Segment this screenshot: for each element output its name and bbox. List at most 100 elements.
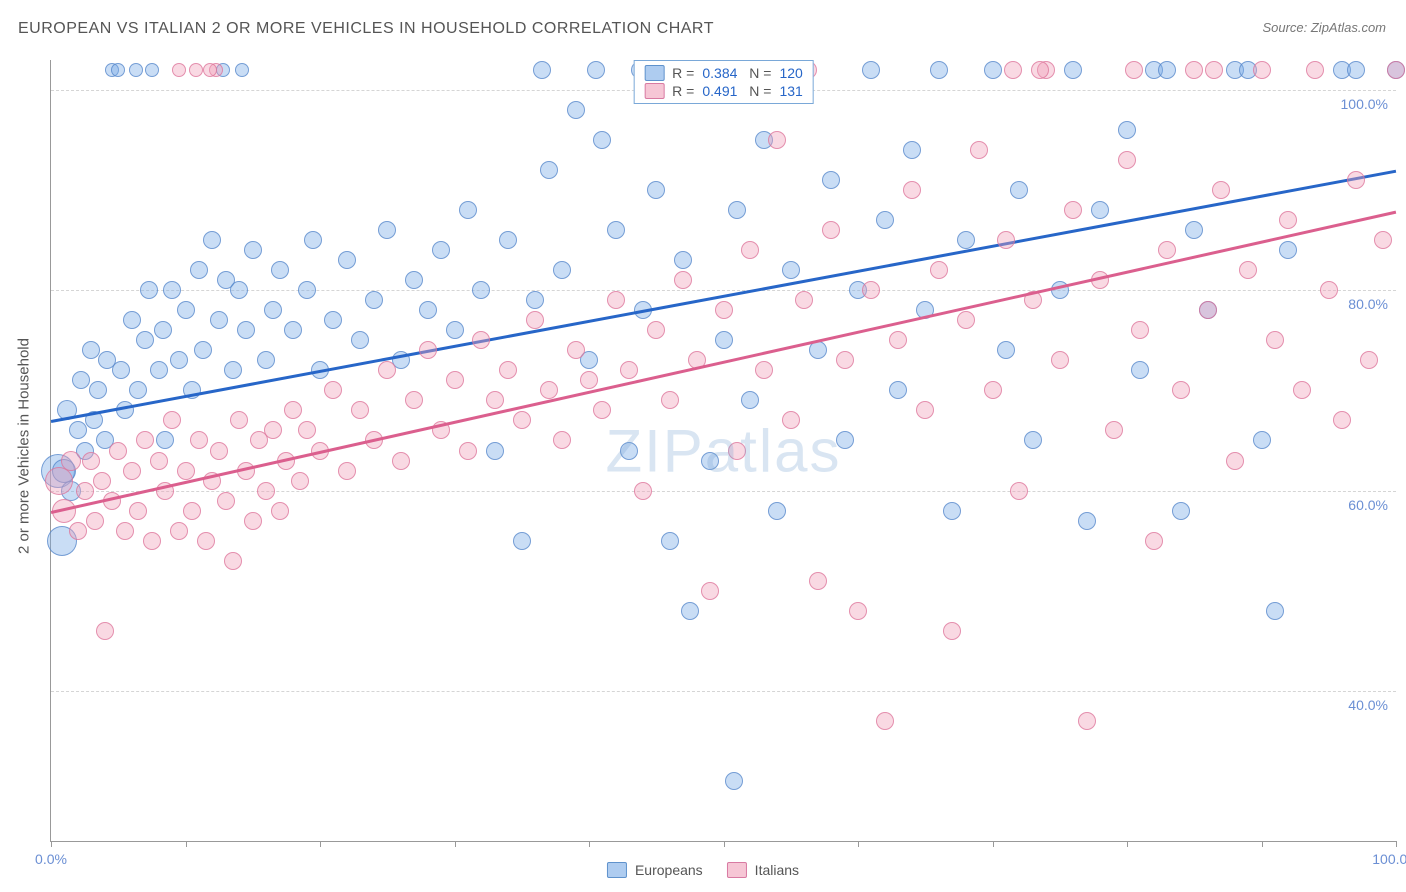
xtick: [1262, 841, 1263, 847]
data-point: [1226, 452, 1244, 470]
data-point: [1185, 61, 1203, 79]
data-point: [580, 371, 598, 389]
data-point: [715, 301, 733, 319]
legend-item-italians: Italians: [727, 862, 799, 878]
xtick: [186, 841, 187, 847]
data-point: [499, 361, 517, 379]
chart-title: EUROPEAN VS ITALIAN 2 OR MORE VEHICLES I…: [18, 20, 714, 38]
data-point: [109, 442, 127, 460]
data-point: [768, 502, 786, 520]
data-point: [459, 201, 477, 219]
xtick: [589, 841, 590, 847]
data-point: [472, 281, 490, 299]
data-point: [725, 772, 743, 790]
xtick: [320, 841, 321, 847]
swatch-blue-icon: [607, 862, 627, 878]
data-point: [1253, 61, 1271, 79]
data-point: [1239, 261, 1257, 279]
data-point: [76, 482, 94, 500]
data-point: [862, 281, 880, 299]
data-point: [210, 311, 228, 329]
data-point: [607, 221, 625, 239]
data-point: [1091, 201, 1109, 219]
data-point: [190, 261, 208, 279]
data-point: [291, 472, 309, 490]
data-point: [889, 381, 907, 399]
data-point: [264, 301, 282, 319]
data-point: [876, 211, 894, 229]
data-point: [782, 411, 800, 429]
data-point: [324, 311, 342, 329]
data-point: [1374, 231, 1392, 249]
data-point: [593, 401, 611, 419]
data-point: [620, 442, 638, 460]
data-point: [486, 391, 504, 409]
data-point: [526, 291, 544, 309]
data-point: [876, 712, 894, 730]
data-point: [1172, 502, 1190, 520]
data-point: [1078, 712, 1096, 730]
xtick-label: 100.0%: [1372, 851, 1406, 867]
data-point: [997, 341, 1015, 359]
r-value: 0.384: [702, 65, 737, 81]
data-point: [1333, 411, 1351, 429]
data-point: [264, 421, 282, 439]
trendline: [51, 170, 1396, 423]
data-point: [129, 502, 147, 520]
data-point: [889, 331, 907, 349]
data-point: [1360, 351, 1378, 369]
data-point: [1293, 381, 1311, 399]
data-point: [728, 201, 746, 219]
data-point: [903, 141, 921, 159]
data-point: [1131, 321, 1149, 339]
data-point: [224, 552, 242, 570]
data-point: [984, 381, 1002, 399]
data-point: [1145, 532, 1163, 550]
data-point: [154, 321, 172, 339]
data-point: [822, 171, 840, 189]
data-point: [298, 421, 316, 439]
xtick-label: 0.0%: [35, 851, 67, 867]
data-point: [593, 131, 611, 149]
data-point: [647, 321, 665, 339]
data-point: [1158, 61, 1176, 79]
data-point: [230, 281, 248, 299]
n-value: 131: [779, 83, 802, 99]
data-point: [836, 431, 854, 449]
data-point: [553, 261, 571, 279]
data-point: [177, 462, 195, 480]
data-point: [970, 141, 988, 159]
gridline: [51, 290, 1396, 291]
data-point: [1279, 211, 1297, 229]
data-point: [116, 522, 134, 540]
data-point: [189, 63, 203, 77]
data-point: [129, 381, 147, 399]
data-point: [1078, 512, 1096, 530]
data-point: [1064, 201, 1082, 219]
data-point: [1212, 181, 1230, 199]
data-point: [715, 331, 733, 349]
xtick: [993, 841, 994, 847]
data-point: [741, 391, 759, 409]
data-point: [210, 442, 228, 460]
data-point: [930, 261, 948, 279]
n-value: 120: [779, 65, 802, 81]
data-point: [1010, 181, 1028, 199]
data-point: [405, 271, 423, 289]
data-point: [943, 502, 961, 520]
data-point: [1118, 151, 1136, 169]
data-point: [1118, 121, 1136, 139]
n-label: N =: [745, 65, 771, 81]
data-point: [459, 442, 477, 460]
gridline: [51, 691, 1396, 692]
data-point: [338, 462, 356, 480]
data-point: [795, 291, 813, 309]
data-point: [1010, 482, 1028, 500]
data-point: [257, 351, 275, 369]
legend-label: Europeans: [635, 862, 703, 878]
data-point: [1347, 171, 1365, 189]
data-point: [957, 231, 975, 249]
data-point: [284, 321, 302, 339]
data-point: [916, 401, 934, 419]
data-point: [163, 281, 181, 299]
